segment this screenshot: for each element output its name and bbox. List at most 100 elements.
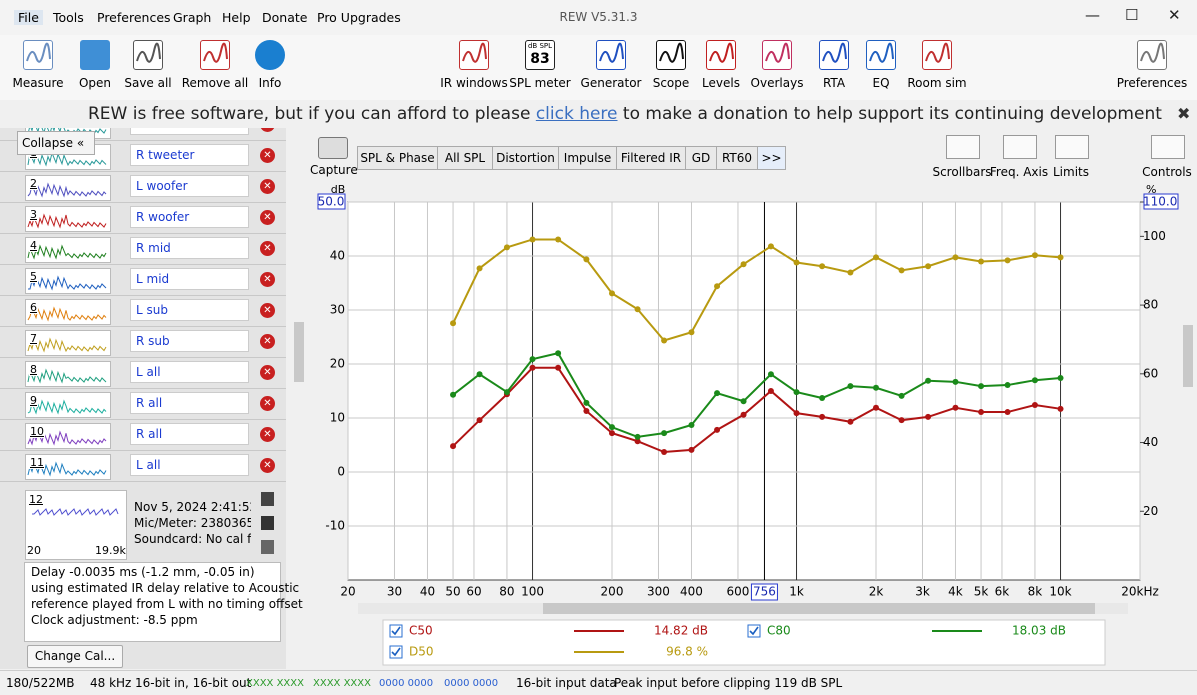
menu-item[interactable]: Donate [262,10,308,25]
toolbar-label[interactable]: SPL meter [509,76,571,90]
measurement-thumbnail[interactable]: 5 [25,268,111,294]
remove-measurement[interactable]: ✕ [260,427,275,442]
control-icon[interactable] [1151,135,1185,159]
window-control[interactable]: ☐ [1125,6,1139,24]
measurement-name[interactable]: L all [130,361,249,383]
toolbar-label[interactable]: Levels [702,76,740,90]
panel-scrollbar[interactable] [294,322,304,382]
measurement-thumbnail[interactable]: 9 [25,392,111,418]
graph-tab[interactable]: RT60 [716,146,758,170]
toolbar-label[interactable]: IR windows [440,76,508,90]
menu-item[interactable]: File [14,10,43,25]
measurement-thumbnail[interactable]: 8 [25,361,111,387]
toolbar-icon[interactable] [819,40,849,70]
graph-tab[interactable]: Filtered IR [616,146,686,170]
measurement-name[interactable]: L tweeter [130,128,249,135]
control-label[interactable]: Controls [1142,165,1192,179]
measurement-thumbnail[interactable]: 4 [25,237,111,263]
graph-tab[interactable]: Distortion [492,146,559,170]
measurement-thumbnail[interactable]: 10 [25,423,111,449]
measurement-row[interactable]: 3 R woofer ✕ [0,202,286,234]
toolbar-label[interactable]: Overlays [750,76,804,90]
measurement-thumbnail[interactable]: 3 [25,206,111,232]
toolbar-icon[interactable] [133,40,163,70]
measurement-row[interactable]: 5 L mid ✕ [0,264,286,296]
toolbar-label[interactable]: Info [258,76,282,90]
remove-measurement[interactable]: ✕ [260,128,275,132]
remove-measurement[interactable]: ✕ [260,396,275,411]
remove-measurement[interactable]: ✕ [260,179,275,194]
control-icon[interactable] [1003,135,1037,159]
measurement-name[interactable]: L all [130,454,249,476]
graph-tab[interactable]: All SPL [437,146,493,170]
toolbar-label[interactable]: Save all [124,76,172,90]
toolbar-icon[interactable] [706,40,736,70]
measurement-name[interactable]: L sub [130,299,249,321]
toolbar-icon[interactable] [762,40,792,70]
menu-item[interactable]: Graph [173,10,212,25]
control-icon[interactable] [1055,135,1089,159]
toolbar-label[interactable]: Scope [652,76,690,90]
measurement-row[interactable]: 9 R all ✕ [0,388,286,420]
toolbar-icon[interactable] [23,40,53,70]
measurement-row[interactable]: 1R tweeter✕ [0,140,286,172]
menu-item[interactable]: Preferences [97,10,171,25]
menu-item[interactable]: Tools [53,10,84,25]
remove-measurement[interactable]: ✕ [260,272,275,287]
remove-measurement[interactable]: ✕ [260,365,275,380]
window-control[interactable]: ✕ [1168,6,1181,24]
measurement-row[interactable]: 2 L woofer ✕ [0,171,286,203]
toolbar-icon[interactable] [1137,40,1167,70]
remove-measurement[interactable]: ✕ [260,210,275,225]
toolbar-icon[interactable] [255,40,285,70]
control-icon[interactable] [946,135,980,159]
toolbar-label[interactable]: Measure [12,76,64,90]
measurement-thumbnail[interactable]: 6 [25,299,111,325]
graph-tab[interactable]: SPL & Phase [357,146,438,170]
remove-measurement[interactable]: ✕ [260,148,275,163]
menu-item[interactable]: Pro Upgrades [317,10,401,25]
measurement-row[interactable]: 7 R sub ✕ [0,326,286,358]
measurement-name[interactable]: R mid [130,237,249,259]
donate-link[interactable]: click here [535,104,618,124]
measurement-name[interactable]: R all [130,392,249,414]
toolbar-label[interactable]: Generator [580,76,642,90]
control-label[interactable]: Freq. Axis [989,165,1049,179]
menu-item[interactable]: Help [222,10,251,25]
measurement-name[interactable]: R sub [130,330,249,352]
toolbar-icon[interactable] [459,40,489,70]
measurement-thumbnail[interactable]: 2 [25,175,111,201]
toolbar-label[interactable]: Open [78,76,112,90]
remove-measurement[interactable]: ✕ [260,334,275,349]
toolbar-icon[interactable] [656,40,686,70]
measurement-row[interactable]: 4 R mid ✕ [0,233,286,265]
toolbar-icon[interactable] [596,40,626,70]
toolbar-icon[interactable] [80,40,110,70]
control-label[interactable]: Scrollbars [932,165,992,179]
toolbar-label[interactable]: RTA [822,76,846,90]
graph-tab[interactable]: >> [757,146,786,170]
detail-icon[interactable] [261,492,274,506]
toolbar-icon[interactable]: dB SPL 83 [525,40,555,70]
measurement-thumbnail[interactable]: 11 [25,454,111,480]
selected-thumbnail[interactable] [25,490,127,560]
measurement-name[interactable]: R woofer [130,206,249,228]
measurement-row[interactable]: 8 L all ✕ [0,357,286,389]
remove-measurement[interactable]: ✕ [260,303,275,318]
detail-icon[interactable] [261,540,274,554]
toolbar-icon[interactable] [200,40,230,70]
toolbar-label[interactable]: Room sim [907,76,967,90]
toolbar-label[interactable]: Preferences [1116,76,1188,90]
measurement-name[interactable]: R all [130,423,249,445]
measurement-row[interactable]: 11 L all ✕ [0,450,286,482]
window-control[interactable]: — [1085,6,1100,24]
measurement-thumbnail[interactable]: 7 [25,330,111,356]
remove-measurement[interactable]: ✕ [260,241,275,256]
toolbar-label[interactable]: EQ [872,76,890,90]
control-label[interactable]: Limits [1053,165,1089,179]
measurement-name[interactable]: L mid [130,268,249,290]
capture-icon[interactable] [318,137,348,159]
measurement-row[interactable]: 10 R all ✕ [0,419,286,451]
collapse-button[interactable]: Collapse « [17,131,95,155]
measurement-name[interactable]: R tweeter [130,144,249,166]
